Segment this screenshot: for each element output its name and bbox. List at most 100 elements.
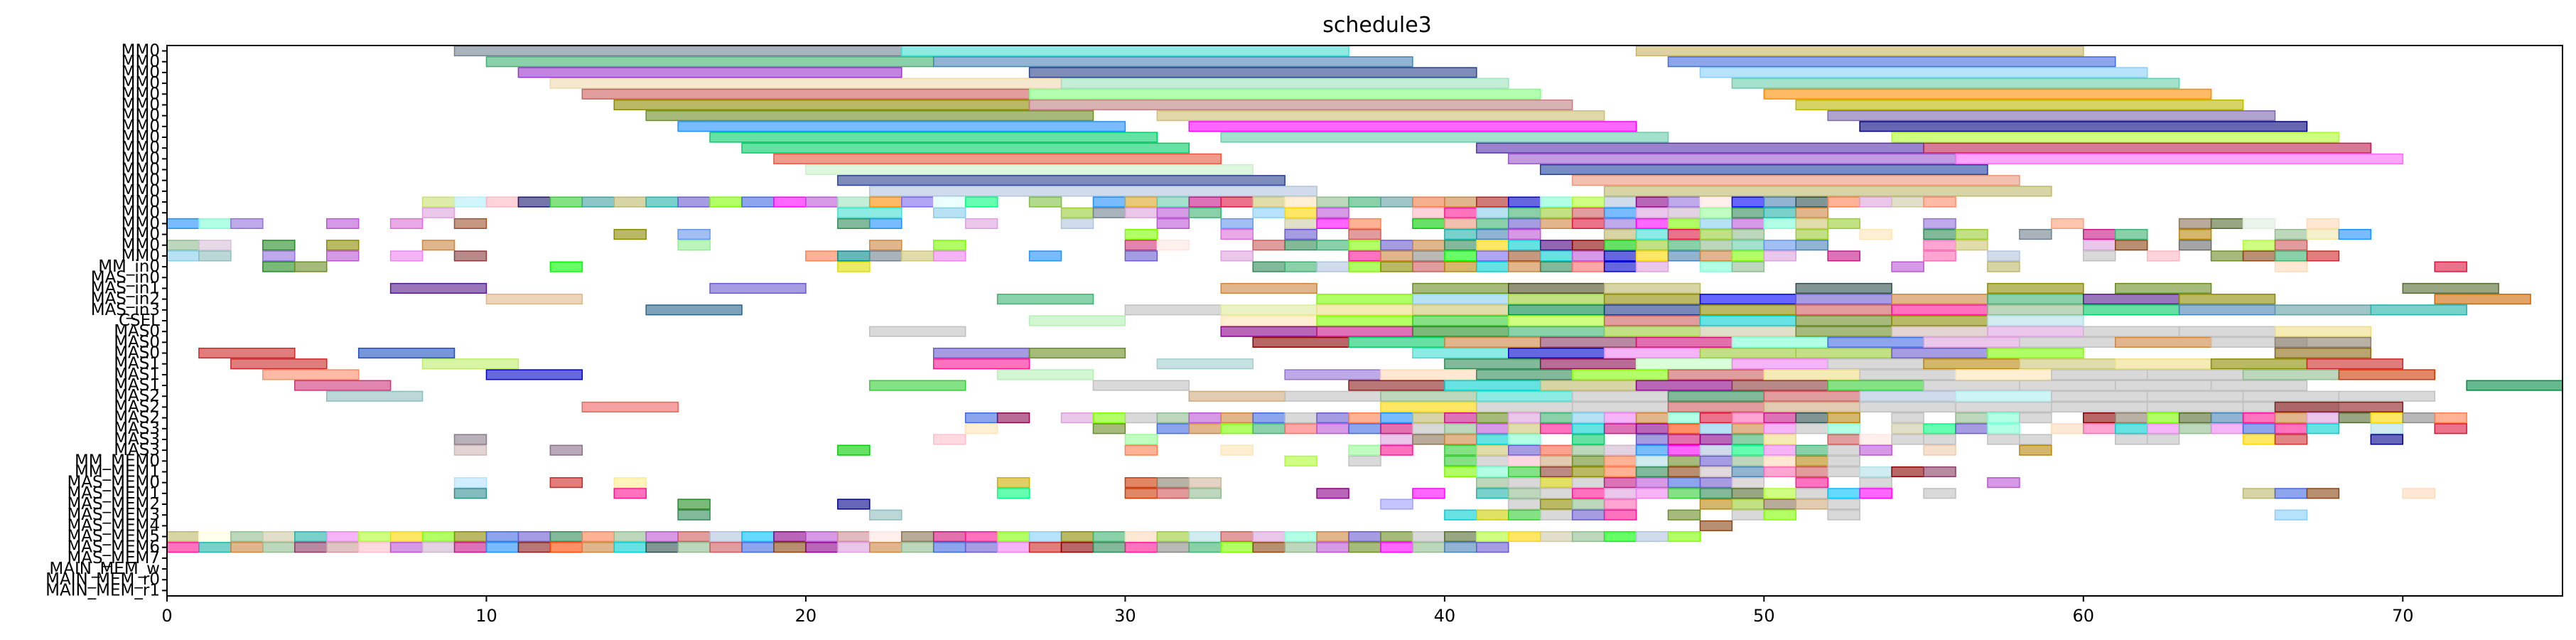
row-label: MM0 [122,63,160,82]
task-bar [869,509,902,521]
task-bar [1923,240,1956,251]
task-bar [1188,477,1222,489]
task-bar [613,229,647,240]
task-bar [964,423,998,434]
task-bar [1476,250,1509,262]
task-bar [2114,434,2148,445]
task-bar [2146,250,2180,262]
task-bar [1156,218,1190,229]
task-bar [709,542,743,553]
task-bar [1156,423,1190,434]
task-bar [421,542,456,553]
task-bar [1060,207,1094,218]
task-bar [1635,250,1669,262]
task-bar [741,542,775,553]
task-bar [2146,401,2244,412]
task-bar [1539,240,1573,251]
task-bar [1124,542,1158,553]
task-bar [1412,423,1445,434]
task-bar [1508,412,1541,424]
task-bar [1539,444,1573,456]
task-bar [1763,218,1797,229]
row-labels: MM0MM0MM0MM0MM0MM0MM0MM0MM0MM0MM0MM0MM0M… [45,42,167,599]
task-bar [1444,455,1477,466]
task-bar [2370,412,2404,424]
row-label: MM0 [122,74,160,92]
task-bar [1060,542,1094,553]
task-bar [1987,412,2020,424]
task-bar [1412,434,1445,445]
task-bar [2434,294,2531,305]
task-bar [2306,358,2404,370]
task-bar [1795,240,1828,251]
task-bar [1284,412,1317,424]
task-bar [1284,250,1317,262]
task-bar [1635,358,1733,370]
task-bar [389,530,424,543]
row-label: MM0 [122,128,160,146]
task-bar [1923,250,1956,262]
task-bar [549,444,583,456]
task-bar [1635,488,1669,499]
task-bar [932,240,966,251]
task-bar [1539,412,1573,424]
task-bar [1859,229,1892,240]
task-bar [198,530,232,543]
task-bar [932,542,966,553]
task-bar [2338,390,2435,402]
task-bar [1156,196,1190,208]
task-bar [1827,423,1860,434]
task-bar [2083,423,2116,434]
task-bar [1763,390,1860,402]
task-bar [1603,229,1637,240]
task-bar [1603,498,1637,510]
task-bar [1603,530,1637,543]
task-bar [1795,466,1828,478]
task-bar [1316,412,1349,424]
task-bar [1476,229,1509,240]
task-bar [581,542,615,553]
task-bar [1635,46,2084,57]
task-bar [2242,250,2276,262]
task-bar [1508,326,1605,337]
task-bar [1124,412,1158,424]
task-bar [1316,207,1349,218]
task-bar [1508,240,1541,251]
task-bar [1028,530,1062,543]
task-bar [1763,88,2212,100]
task-bar [1699,477,1733,489]
task-bar [645,542,679,553]
task-bar [1667,390,1765,402]
task-bar [1156,542,1190,553]
task-bar [1380,250,1413,262]
task-bar [932,207,966,218]
x-tick-label: 10 [475,606,497,626]
task-bar [1571,466,1605,478]
task-bar [1667,401,1765,412]
task-bar [485,196,519,208]
task-bar [1667,250,1701,262]
task-bar [2370,304,2467,316]
task-bar [1444,261,1477,272]
task-bar [1571,498,1605,510]
task-bar [1699,347,1797,359]
task-bar [1380,240,1413,251]
task-bar [1731,455,1765,466]
task-bar [964,530,998,543]
task-bar [1795,196,1828,208]
task-bar [1763,498,1797,510]
task-bar [1987,261,2020,272]
task-bar [2274,240,2308,251]
task-bar [1508,196,1541,208]
task-bar [1635,196,1669,208]
task-bar [421,196,456,208]
task-bar [1539,196,1573,208]
task-bar [1476,488,1509,499]
task-bar [1859,401,1956,412]
task-bar [166,530,200,543]
task-bar [230,218,264,229]
task-bar [1859,390,1956,402]
task-bar [1092,196,1126,208]
task-bar [1699,434,1733,445]
